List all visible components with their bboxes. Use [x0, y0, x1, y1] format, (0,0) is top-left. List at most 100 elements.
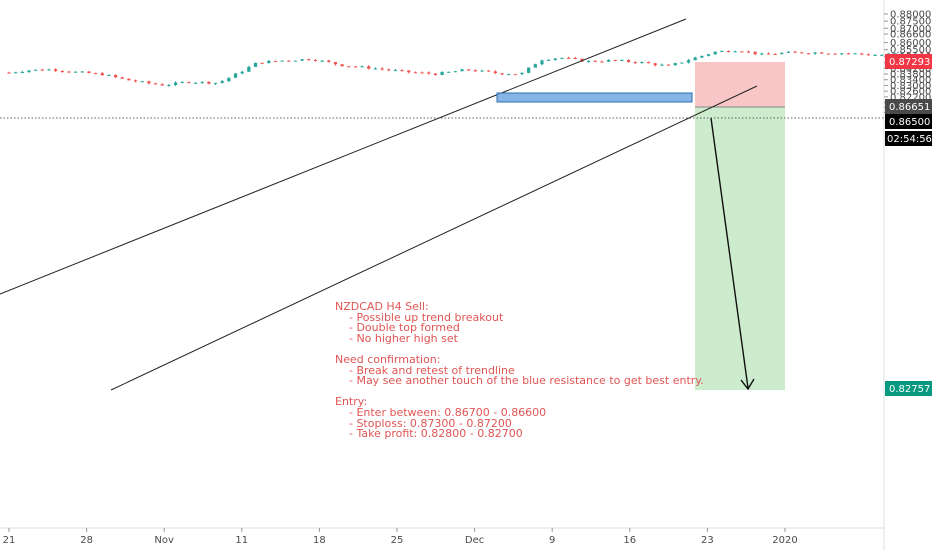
time-tick-label: 9 [549, 535, 555, 546]
time-tick-label: 2020 [772, 535, 797, 546]
candle-body [453, 71, 457, 73]
candle-body [826, 53, 831, 55]
candle-body [473, 70, 477, 72]
countdown-tag: 02:54:56 [885, 131, 932, 146]
stop-price-label: 0.87293 [889, 57, 930, 68]
candle-body [207, 81, 211, 84]
candle-body [547, 59, 551, 61]
candle-body [67, 71, 71, 73]
candle-body [893, 53, 897, 55]
candle-body [613, 59, 617, 61]
candle-body [287, 60, 291, 62]
candle-body [373, 68, 378, 70]
candle-body [633, 61, 637, 63]
candle-body [153, 83, 158, 85]
candle-body [200, 81, 204, 83]
candle-body [820, 52, 824, 54]
candle-body [387, 69, 391, 71]
candle-body [813, 52, 817, 54]
candle-body [760, 53, 764, 55]
candle-body [27, 70, 31, 72]
time-tick-label: 21 [3, 535, 16, 546]
candle-body [413, 72, 417, 74]
candle-body [866, 54, 871, 56]
candle-body [320, 60, 324, 62]
current-price-label: 0.86500 [889, 117, 930, 128]
lower-trendline[interactable] [110, 85, 758, 391]
trade-note: NZDCAD H4 Sell: - Possible up trend brea… [335, 300, 704, 440]
candle-body [467, 69, 471, 71]
time-axis[interactable]: 21 28 Nov 11 18 25 Dec 9 16 23 2020 [3, 528, 798, 546]
take-profit-zone [695, 107, 785, 390]
candle-body [780, 52, 784, 55]
candle-body [653, 63, 657, 66]
candle-body [906, 52, 911, 54]
candle-body [313, 60, 318, 62]
price-tick-label: 0.86000 [890, 38, 931, 49]
candle-body [133, 80, 138, 82]
current-price-tag: 0.86500 [885, 114, 932, 129]
candle-body [107, 74, 111, 76]
candle-body [213, 82, 218, 84]
candle-body [926, 52, 930, 55]
candle-body [713, 51, 717, 55]
note-line: NZDCAD H4 Sell: [335, 300, 429, 313]
price-tick-label: 0.82200 [890, 92, 931, 103]
note-line: - Break and retest of trendline [335, 363, 515, 377]
candle-body [433, 73, 437, 75]
price-tick-label: 0.87000 [890, 24, 931, 35]
candle-body [393, 70, 398, 72]
candle-body [920, 52, 924, 54]
projection-arrow-line [710, 117, 749, 389]
candle-body [533, 64, 537, 68]
candle-body [873, 55, 877, 57]
candle-body [273, 60, 278, 62]
candle-body [567, 57, 571, 59]
note-line: - Possible up trend breakout [335, 310, 504, 324]
time-tick-label: 16 [623, 535, 636, 546]
price-tick-label: 0.86600 [890, 30, 931, 41]
bar-countdown-label: 02:54:56 [887, 134, 932, 145]
stop-price-tag: 0.87293 [885, 54, 932, 69]
candle-body [14, 72, 18, 74]
candle-body [173, 82, 178, 86]
candle-body [720, 50, 724, 52]
candle-body [74, 71, 78, 73]
candle-body [367, 66, 371, 69]
candle-body [353, 66, 358, 68]
candle-body [666, 64, 671, 66]
candle-body [773, 54, 777, 56]
price-tick-label: 0.84200 [890, 64, 931, 75]
candle-body [307, 59, 311, 61]
candle-body [407, 70, 411, 73]
candle-body [913, 52, 917, 54]
time-tick-label: Dec [465, 535, 484, 546]
candle-body [187, 82, 191, 84]
candle-body [880, 54, 884, 56]
projection-arrow-head [740, 378, 755, 391]
candle-body [693, 57, 697, 61]
candle-body [7, 72, 11, 74]
candle-body [127, 78, 131, 81]
candle-body [333, 62, 338, 65]
candle-body [686, 60, 691, 63]
candle-body [327, 60, 331, 63]
candle-body [34, 69, 38, 71]
blue-resistance-zone[interactable] [496, 92, 693, 103]
upper-trendline[interactable] [0, 18, 687, 295]
time-tick-label: 25 [391, 535, 404, 546]
candle-body [833, 53, 837, 55]
candle-body [253, 62, 258, 67]
candle-body [193, 82, 198, 84]
candle-body [240, 71, 244, 74]
candle-body [553, 58, 557, 60]
candle-body [400, 70, 404, 72]
price-tick-label: 0.83000 [890, 81, 931, 92]
candle-body [140, 81, 144, 83]
time-tick-label: Nov [154, 535, 174, 546]
candle-body [560, 57, 564, 59]
candle-body [233, 73, 238, 78]
candle-body [40, 69, 44, 71]
note-line: Entry: [335, 395, 368, 409]
